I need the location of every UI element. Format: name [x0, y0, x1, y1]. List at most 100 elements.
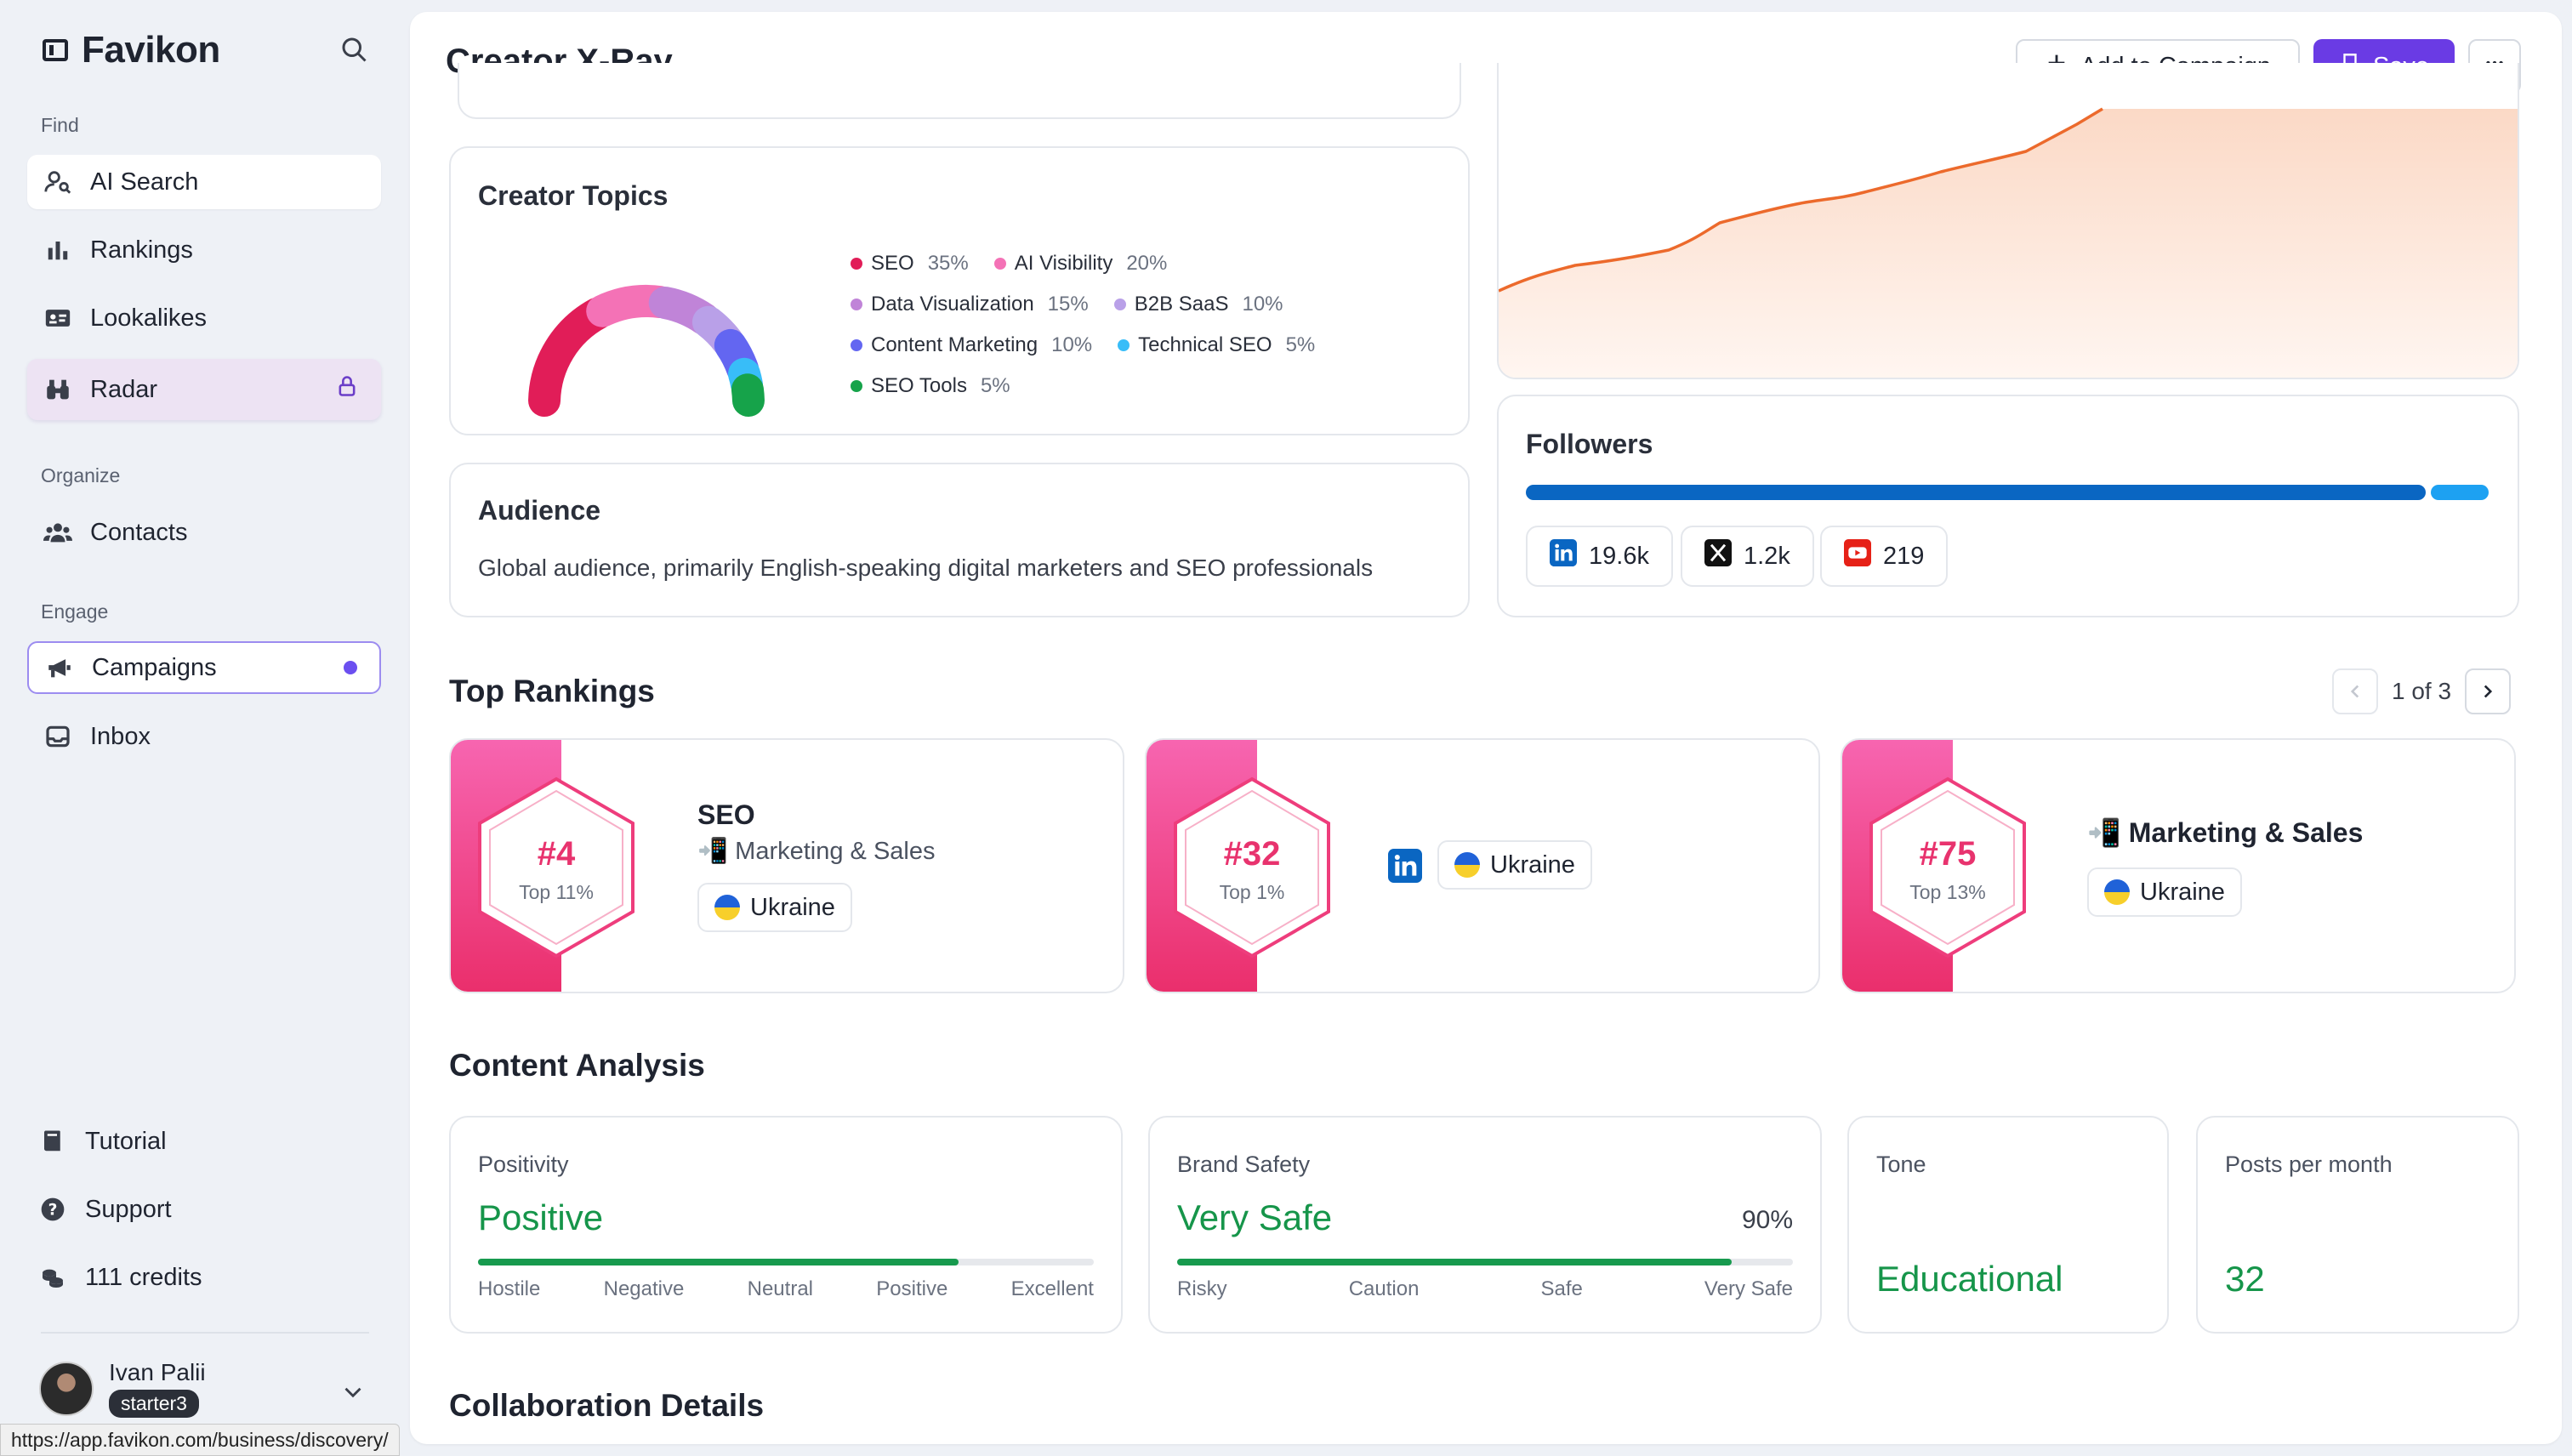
rank-number: #4	[537, 835, 576, 873]
ranking-card[interactable]: #4 Top 11% SEO 📲 Marketing & Sales Ukrai…	[449, 738, 1124, 993]
scale-label: Negative	[603, 1277, 685, 1300]
scale-label: Neutral	[747, 1277, 813, 1300]
x-followers: 1.2k	[1744, 542, 1790, 570]
sidebar-item-label: 111 credits	[85, 1263, 202, 1291]
inbox-icon	[43, 721, 73, 752]
linkedin-icon	[1388, 849, 1422, 887]
sidebar-item-label: Radar	[90, 375, 157, 403]
sidebar-item-rankings[interactable]: Rankings	[27, 223, 381, 277]
top-rankings-title: Top Rankings	[449, 674, 655, 708]
sidebar-toggle-icon[interactable]	[43, 39, 68, 61]
audience-card: Audience Global audience, primarily Engl…	[449, 463, 1470, 617]
chevron-right-icon	[2484, 685, 2493, 698]
pager-next-button[interactable]	[2465, 668, 2512, 714]
rank-subcategory: 📲 Marketing & Sales	[697, 838, 936, 865]
chevron-down-icon[interactable]	[339, 1378, 367, 1411]
sidebar-item-ai-search[interactable]: AI Search	[27, 155, 381, 209]
legend-item: SEO Tools 5%	[851, 374, 1010, 398]
plan-badge: starter3	[109, 1390, 199, 1418]
scale-label: Very Safe	[1704, 1277, 1793, 1300]
chip-x[interactable]: 1.2k	[1681, 526, 1814, 587]
coins-icon	[37, 1262, 68, 1293]
ranking-card[interactable]: #32 Top 1% Ukraine	[1145, 738, 1820, 993]
pager-prev-button[interactable]	[2332, 668, 2378, 714]
followers-card: Followers 19.6k 1.2k 219	[1497, 395, 2519, 617]
chevron-left-icon	[2350, 685, 2359, 698]
positivity-card: Positivity Positive Hostile Negative Neu…	[449, 1116, 1123, 1334]
topic-segment-0	[528, 297, 614, 417]
scale-label: Excellent	[1010, 1277, 1094, 1300]
divider	[41, 1332, 369, 1334]
rank-category: 📲 Marketing & Sales	[2087, 817, 2364, 848]
section-organize: Organize	[41, 464, 121, 486]
posts-per-month-card: Posts per month 32	[2196, 1116, 2519, 1334]
brand-name: Favikon	[82, 29, 220, 71]
section-engage: Engage	[41, 600, 109, 623]
megaphone-icon	[44, 652, 75, 683]
sidebar-item-label: Lookalikes	[90, 304, 208, 332]
sidebar-item-label: Inbox	[90, 722, 151, 750]
sidebar-item-contacts[interactable]: Contacts	[27, 505, 381, 560]
help-icon: ?	[37, 1194, 68, 1225]
tone-label: Tone	[1876, 1152, 1926, 1177]
content-analysis-title: Content Analysis	[449, 1048, 705, 1083]
country-name: Ukraine	[2140, 878, 2225, 906]
country-tag: Ukraine	[2087, 867, 2242, 917]
positivity-fill	[478, 1259, 959, 1265]
avatar	[39, 1361, 94, 1416]
rankings-pager: 1 of 3	[2332, 668, 2512, 714]
sidebar-item-inbox[interactable]: Inbox	[27, 709, 381, 764]
sidebar-item-label: Campaigns	[92, 653, 217, 681]
scale-label: Positive	[876, 1277, 948, 1300]
brand-safety-fill	[1177, 1259, 1732, 1265]
sidebar-item-label: Support	[85, 1195, 172, 1223]
linkedin-followers: 19.6k	[1589, 542, 1649, 570]
sidebar: Favikon Find AI Search Rankings Lookalik…	[0, 0, 408, 1456]
brand[interactable]: Favikon	[43, 29, 220, 71]
creator-topics-card: Creator Topics SEO 35% AI Visibility 20% D…	[449, 146, 1470, 435]
scale-label: Safe	[1540, 1277, 1583, 1300]
svg-text:?: ?	[48, 1202, 58, 1220]
sidebar-item-label: Tutorial	[85, 1127, 167, 1155]
notification-dot	[344, 661, 357, 674]
id-card-icon	[43, 303, 73, 333]
topics-gauge	[528, 285, 765, 417]
positivity-track	[478, 1259, 1094, 1265]
book-icon	[37, 1126, 68, 1157]
rank-hexagon	[1869, 776, 2026, 958]
chip-linkedin[interactable]: 19.6k	[1526, 526, 1673, 587]
scale-label: Risky	[1177, 1277, 1227, 1300]
audience-text: Global audience, primarily English-speak…	[478, 555, 1374, 581]
rank-percentile: Top 11%	[519, 881, 594, 903]
x-icon	[1704, 539, 1732, 573]
legend-item: Technical SEO 5%	[1118, 333, 1315, 357]
legend-item: Content Marketing 10%	[851, 333, 1092, 357]
chip-youtube[interactable]: 219	[1820, 526, 1949, 587]
followers-title: Followers	[1526, 429, 1653, 459]
sidebar-item-credits[interactable]: 111 credits	[22, 1250, 376, 1305]
brand-safety-value: Very Safe	[1177, 1197, 1333, 1237]
profile-name: Ivan Palii	[109, 1359, 206, 1385]
sidebar-item-radar[interactable]: Radar	[27, 359, 381, 420]
sidebar-item-lookalikes[interactable]: Lookalikes	[27, 291, 381, 345]
posts-per-month-label: Posts per month	[2225, 1152, 2393, 1177]
sidebar-item-support[interactable]: ? Support	[22, 1182, 376, 1237]
main-panel: Creator X-Ray Add to Campaign Save Creat…	[410, 12, 2562, 1444]
binoculars-icon	[43, 374, 73, 405]
sidebar-item-label: Rankings	[90, 236, 193, 264]
rank-percentile: Top 13%	[1909, 881, 1986, 903]
rank-category: SEO	[697, 799, 755, 830]
sidebar-item-tutorial[interactable]: Tutorial	[22, 1114, 376, 1169]
trend-area	[1499, 109, 2518, 378]
country-name: Ukraine	[1490, 850, 1575, 879]
status-bar-url: https://app.favikon.com/business/discove…	[0, 1424, 400, 1456]
youtube-icon	[1844, 539, 1871, 573]
ranking-card[interactable]: #75 Top 13% 📲 Marketing & Sales Ukraine	[1841, 738, 2516, 993]
clipped-card	[458, 63, 1461, 119]
search-icon[interactable]	[339, 34, 369, 65]
sidebar-item-campaigns[interactable]: Campaigns	[27, 641, 381, 694]
rank-number: #32	[1223, 835, 1281, 873]
audience-title: Audience	[478, 495, 601, 526]
user-profile[interactable]: Ivan Palii starter3	[39, 1359, 206, 1418]
brand-safety-label: Brand Safety	[1177, 1152, 1311, 1177]
